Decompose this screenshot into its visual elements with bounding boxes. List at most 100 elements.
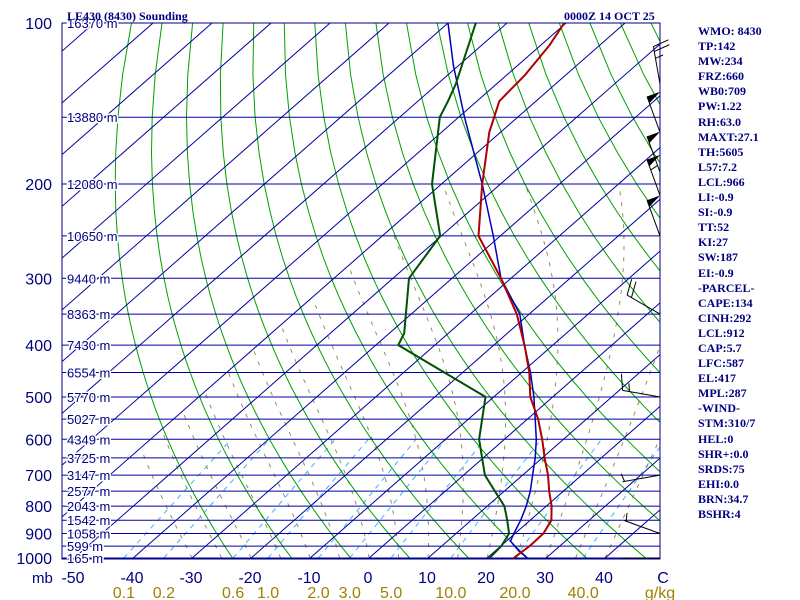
temperature-profile-point bbox=[542, 532, 545, 535]
mixing-ratio-label: 0.2 bbox=[153, 585, 175, 600]
height-label: 4349 m bbox=[67, 432, 110, 447]
temperature-tick-label: 30 bbox=[536, 570, 554, 587]
wind-barb-flag bbox=[654, 44, 670, 52]
dewpoint-profile-point bbox=[455, 83, 457, 85]
parcel-path-point bbox=[519, 519, 522, 522]
dewpoint-profile-point bbox=[447, 100, 449, 102]
wind-barb-staff bbox=[646, 200, 661, 237]
isotherm bbox=[62, 23, 508, 415]
wind-barb-flag bbox=[620, 373, 624, 391]
temperature-profile-point bbox=[537, 418, 539, 420]
temperature-profile-point bbox=[477, 235, 480, 237]
wind-barb-pennant bbox=[647, 131, 661, 144]
wind-barb-staff bbox=[622, 389, 661, 398]
index-item: TH:5605 bbox=[698, 144, 744, 159]
moist-adiabat bbox=[349, 270, 430, 559]
dewpoint-profile-point bbox=[484, 396, 487, 398]
index-item: SHR+:0.0 bbox=[698, 446, 749, 461]
pressure-tick-label: 300 bbox=[25, 271, 52, 288]
dewpoint-profile-point bbox=[408, 277, 410, 280]
mixing-ratio-label: 0.1 bbox=[113, 585, 135, 600]
isotherm bbox=[62, 23, 567, 466]
temperature-profile-point bbox=[528, 545, 531, 547]
pressure-tick-label: 700 bbox=[25, 468, 52, 485]
mixing-ratio-label: 0.6 bbox=[222, 585, 244, 600]
wind-barb-halfflag bbox=[655, 54, 664, 59]
wind-barb-pennant bbox=[647, 195, 661, 207]
mixing-ratio-line bbox=[232, 438, 336, 559]
wind-barb-flag bbox=[653, 39, 669, 47]
dewpoint-profile-point bbox=[494, 490, 496, 492]
height-label: 5770 m bbox=[67, 390, 110, 405]
temperature-profile-point bbox=[524, 74, 527, 76]
temperature-profile-point bbox=[528, 371, 531, 374]
mixing-ratio-label: 3.0 bbox=[339, 585, 361, 600]
parcel-path-point bbox=[463, 116, 466, 119]
temperature-profile-point bbox=[547, 474, 549, 476]
parcel-path-point bbox=[535, 438, 538, 441]
index-item: BRN:34.7 bbox=[698, 491, 749, 506]
pressure-tick-label: 900 bbox=[25, 527, 52, 544]
index-item: MPL:287 bbox=[698, 386, 747, 401]
index-item: WB0:709 bbox=[698, 84, 746, 99]
isotherm bbox=[62, 23, 272, 208]
chart-title: LE430 (8430) Sounding bbox=[67, 9, 188, 23]
index-item: CAPE:134 bbox=[698, 295, 753, 310]
isotherm bbox=[62, 23, 331, 259]
wind-barb-halfflag bbox=[650, 164, 658, 171]
height-label: 2043 m bbox=[67, 499, 110, 514]
index-item: LI:-0.9 bbox=[698, 190, 734, 205]
moist-adiabat bbox=[204, 392, 282, 559]
wind-barb-staff bbox=[622, 474, 661, 483]
mixing-ratio-line bbox=[267, 438, 369, 559]
pressure-tick-label: 100 bbox=[25, 16, 52, 33]
height-label: 599 m bbox=[67, 539, 103, 554]
temperature-tick-label: 40 bbox=[595, 570, 613, 587]
temperature-profile-point bbox=[523, 344, 526, 346]
index-item: RH:63.0 bbox=[698, 114, 741, 129]
index-item: EI:-0.9 bbox=[698, 265, 734, 280]
pressure-tick-label: 800 bbox=[25, 499, 52, 516]
isotherm bbox=[427, 353, 660, 559]
index-list: WMO: 8430 TP:142 MW:234 FRZ:660 WB0:709 PW:1.… bbox=[698, 24, 762, 522]
wind-barb bbox=[646, 195, 661, 237]
temperature-profile-point bbox=[481, 183, 483, 185]
height-label: 3725 m bbox=[67, 451, 110, 466]
dewpoint-profile-point bbox=[484, 474, 486, 476]
index-item: SRDS:75 bbox=[698, 461, 745, 476]
mixing-ratio-label: 20.0 bbox=[499, 585, 530, 600]
pressure-axis-unit: mb bbox=[32, 570, 53, 587]
parcel-path-point bbox=[518, 313, 521, 315]
wind-barb bbox=[624, 512, 661, 534]
wind-barb-halfflag bbox=[625, 512, 628, 522]
wind-barb bbox=[652, 39, 670, 85]
index-item: -PARCEL- bbox=[698, 280, 755, 295]
dewpoint-profile-point bbox=[500, 545, 503, 547]
height-label: 6554 m bbox=[67, 365, 110, 380]
temperature-profile-point bbox=[516, 313, 518, 315]
dewpoint-profile-point bbox=[443, 371, 446, 374]
isotherm bbox=[191, 146, 660, 559]
wind-barb-pennant bbox=[647, 91, 661, 104]
parcel-path-point bbox=[534, 457, 536, 459]
index-item: KI:27 bbox=[698, 235, 728, 250]
parcel-path-point bbox=[452, 64, 455, 67]
profiles bbox=[397, 23, 566, 559]
moist-adiabat bbox=[575, 344, 660, 559]
isotherm bbox=[73, 43, 660, 559]
grid-lines bbox=[62, 23, 660, 559]
wind-barb-staff bbox=[646, 96, 661, 133]
height-label: 7430 m bbox=[67, 338, 110, 353]
wind-barb bbox=[626, 279, 661, 315]
plot-frame bbox=[61, 22, 661, 560]
height-label: 2577 m bbox=[67, 484, 110, 499]
parcel-path-point bbox=[518, 550, 520, 552]
wind-barb bbox=[620, 373, 661, 398]
parcel-path-point bbox=[513, 532, 515, 535]
height-label: 5027 m bbox=[67, 412, 110, 427]
wind-barb-staff bbox=[646, 159, 661, 196]
pressure-tick-label: 600 bbox=[25, 432, 52, 449]
isotherm bbox=[545, 457, 660, 559]
temperature-profile-point bbox=[548, 44, 551, 46]
mixing-ratio-label: 10.0 bbox=[435, 585, 466, 600]
